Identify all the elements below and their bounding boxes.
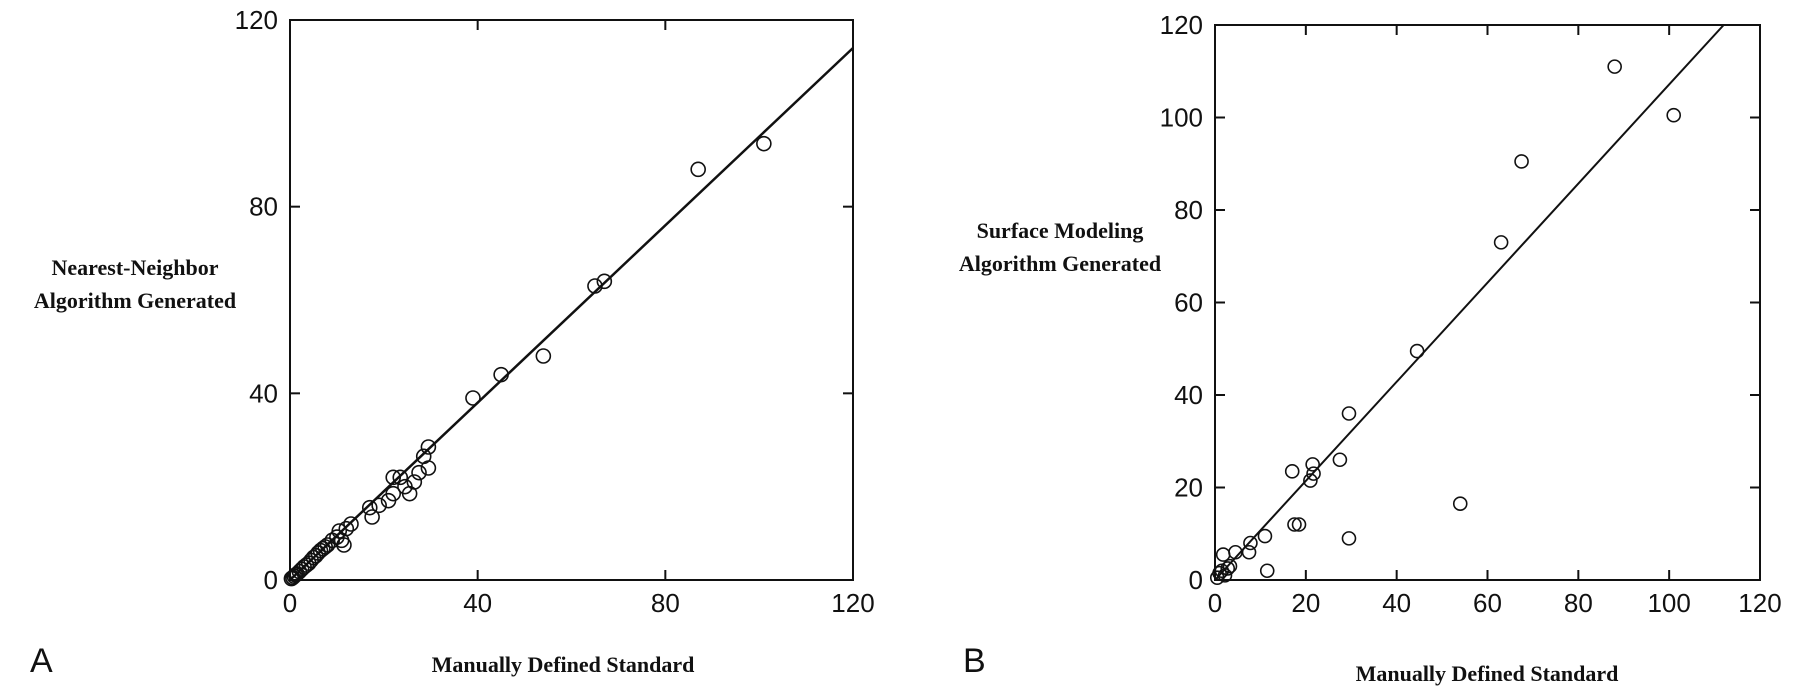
panel-a-y-tick-label: 40	[249, 378, 278, 408]
panel-a-data-point	[690, 161, 706, 178]
panel-b-label: B	[963, 642, 986, 680]
panel-b-data-point	[1241, 544, 1257, 560]
panel-a-xlabel: Manually Defined Standard	[432, 652, 695, 677]
panel-b-data-point	[1257, 528, 1273, 544]
panel-a-y-tick-label: 80	[249, 192, 278, 222]
panel-a-points	[283, 135, 772, 587]
panel-a-data-point	[420, 460, 437, 476]
panel-b-ticks: 0 20 40 60 80 100 120 0 20 40 60 80 100 120	[1160, 10, 1782, 618]
panel-b-x-tick-label: 120	[1738, 588, 1781, 618]
panel-a-data-point	[361, 499, 378, 516]
panel-b-x-tick-label: 100	[1647, 588, 1690, 618]
panel-b-data-point	[1287, 517, 1302, 532]
panel-a-ylabel-line-1: Nearest-Neighbor	[52, 255, 219, 280]
panel-a-data-point	[364, 509, 380, 525]
panel-b-data-point	[1243, 535, 1258, 551]
panel-b-x-tick-label: 20	[1291, 588, 1320, 618]
panel-b-data-point	[1217, 568, 1233, 583]
panel-a-x-tick-label: 80	[651, 588, 680, 618]
panel-a-data-point	[493, 366, 509, 383]
panel-b-y-tick-label: 40	[1174, 380, 1203, 410]
panel-b-ylabel-line-1: Surface Modeling	[977, 218, 1144, 243]
panel-a-data-point	[385, 485, 402, 502]
panel-a-data-point	[420, 439, 437, 455]
panel-b-y-tick-label: 20	[1174, 473, 1203, 503]
panel-b-data-point	[1220, 561, 1236, 576]
panel-a-data-point	[331, 523, 348, 539]
panel-a-plot-frame	[289, 19, 854, 581]
panel-a-label: A	[30, 642, 53, 680]
panel-b-plot-frame	[1214, 24, 1761, 581]
panel-b-data-point	[1332, 452, 1348, 468]
panel-b-ylabel-line-2: Algorithm Generated	[959, 251, 1161, 276]
panel-b-x-tick-label: 80	[1564, 588, 1593, 618]
panel-a-ticks: 0 40 80 120 0 40 80 120	[235, 5, 875, 618]
panel-a-x-tick-label: 120	[831, 588, 874, 618]
panel-b-data-point	[1291, 517, 1307, 532]
panel-a-data-point	[535, 348, 552, 364]
panel-b: 0 20 40 60 80 100 120 0 20 40 60 80 100 120 Surface M…	[959, 10, 1782, 686]
panel-b-data-point	[1493, 235, 1509, 250]
panel-a-data-point	[406, 474, 423, 490]
panel-b-data-point	[1259, 563, 1275, 579]
panel-b-data-point	[1341, 531, 1357, 546]
panel-b-x-tick-label: 40	[1382, 588, 1411, 618]
panel-b-data-point	[1666, 107, 1682, 123]
panel-b-y-tick-label: 0	[1189, 565, 1203, 595]
panel-b-data-point	[1222, 558, 1238, 574]
panel-b-data-point	[1303, 473, 1318, 488]
panel-b-data-point	[1452, 496, 1468, 511]
panel-a-data-point	[336, 537, 352, 553]
panel-b-y-tick-label: 80	[1174, 195, 1203, 225]
panel-a-y-tick-label: 0	[264, 565, 278, 595]
panel-b-regression-line	[1214, 24, 1725, 581]
panel-a-data-point	[385, 469, 402, 486]
panel-b-y-tick-label: 120	[1160, 10, 1203, 40]
panel-a-data-point	[465, 390, 481, 406]
panel-a-data-point	[319, 537, 336, 553]
panel-b-data-point	[1306, 466, 1321, 481]
panel-b-data-point	[1215, 547, 1231, 562]
panel-a-data-point	[343, 516, 359, 532]
panel-b-y-tick-label: 100	[1160, 103, 1203, 133]
panel-b-data-point	[1409, 343, 1425, 359]
panel-a-regression-line	[289, 47, 854, 581]
panel-a-data-point	[411, 464, 427, 481]
panel-b-data-point	[1607, 59, 1622, 74]
panel-a-data-point	[587, 278, 603, 294]
panel-b-data-point	[1284, 464, 1300, 479]
panel-a-y-tick-label: 120	[235, 5, 278, 35]
panel-b-data-point	[1305, 457, 1320, 472]
panel-b-y-tick-label: 60	[1174, 288, 1203, 318]
panel-a-data-point	[371, 497, 387, 514]
panel-b-points	[1209, 59, 1682, 585]
panel-a-x-tick-label: 0	[283, 588, 297, 618]
panel-a: 0 40 80 120 0 40 80 120 Nearest-Neighbor Algori…	[30, 5, 875, 680]
panel-a-data-point	[315, 540, 331, 557]
panel-a-data-point	[596, 273, 613, 290]
panel-b-data-point	[1514, 154, 1529, 169]
panel-a-x-tick-label: 40	[463, 588, 492, 618]
panel-a-data-point	[756, 135, 772, 152]
panel-b-x-tick-label: 0	[1208, 588, 1222, 618]
panel-b-data-point	[1341, 406, 1357, 421]
panel-a-ylabel-line-2: Algorithm Generated	[34, 288, 236, 313]
panel-a-data-point	[338, 520, 355, 537]
panel-b-xlabel: Manually Defined Standard	[1356, 661, 1619, 686]
panel-a-data-point	[392, 469, 409, 486]
panel-b-x-tick-label: 60	[1473, 588, 1502, 618]
